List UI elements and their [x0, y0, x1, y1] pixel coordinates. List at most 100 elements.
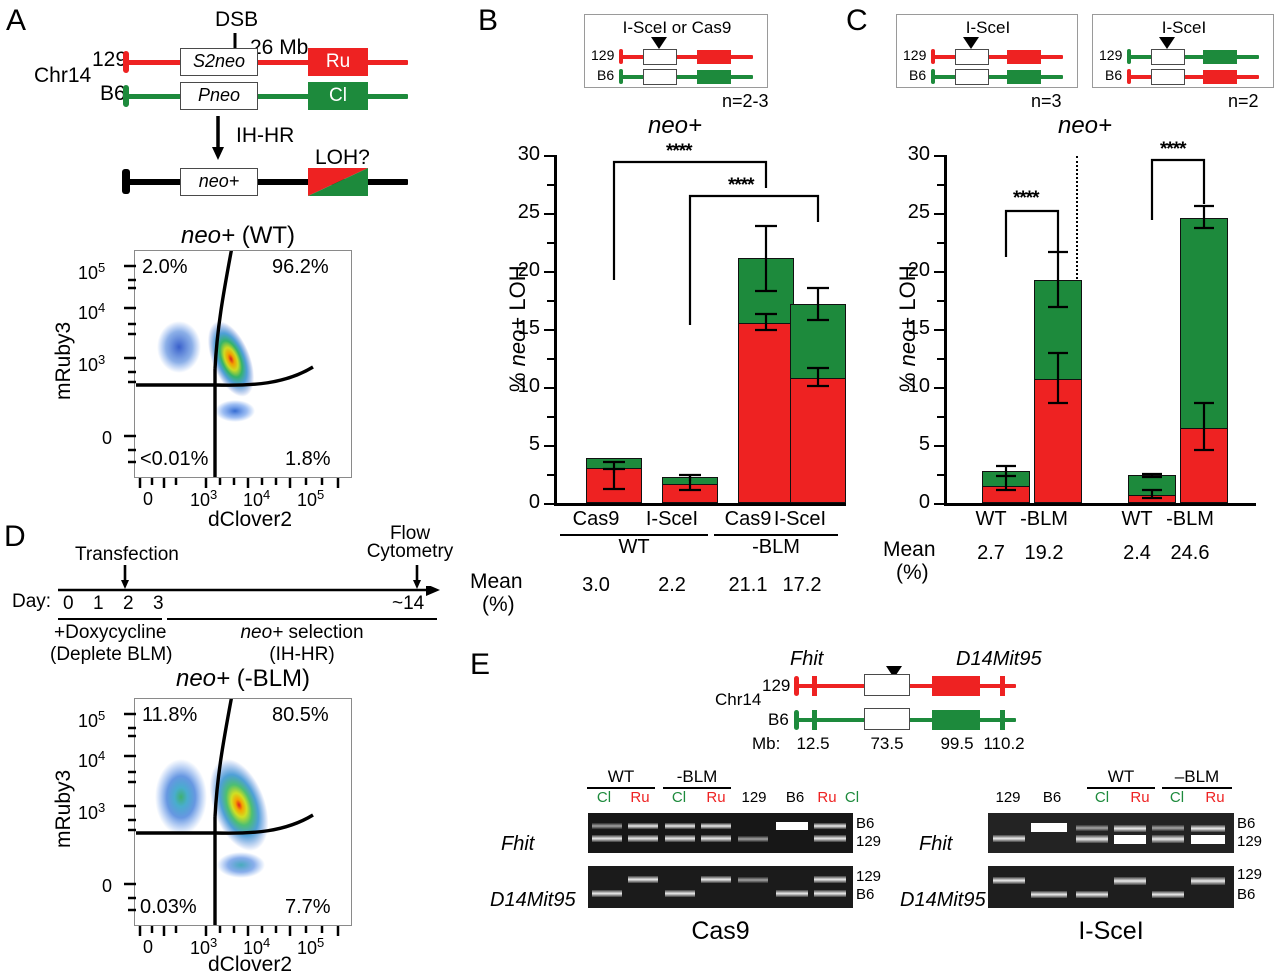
gel-right-fhit-bands: [988, 813, 1234, 853]
panel-d-quad-upper-left: 11.8%: [142, 704, 198, 726]
panel-e-letter: E: [470, 648, 491, 681]
gel-right-row2-side-b6: B6: [1237, 886, 1256, 903]
panel-a-xtick-0: 0: [143, 489, 154, 509]
panel-e-cap-129: [794, 676, 799, 696]
panel-e-mb-2: 73.5: [870, 734, 904, 753]
timeline-phase1-l2: (Deplete BLM): [50, 644, 173, 665]
timeline-axis-arrow: [58, 586, 440, 596]
panel-e-end-mark-b6: [1000, 710, 1005, 730]
chrom-129-marker-block: [308, 48, 368, 76]
panel-b-mean-3: 21.1: [728, 574, 768, 596]
panel-c-left-line-b6: [933, 75, 1063, 79]
panel-b-tick-aux1: [547, 271, 554, 273]
panel-e-end-mark-129: [1000, 676, 1005, 696]
gel-right-group-blm: –BLM: [1174, 767, 1220, 786]
timeline-tick-0: 0: [63, 593, 74, 614]
panel-a-xtick-5: 105: [297, 487, 325, 510]
allele-b6-label: B6: [100, 82, 126, 105]
timeline-phase1-rule: [58, 618, 162, 620]
gel-left-row1-side-b6: B6: [856, 815, 875, 832]
panel-c-ylabel-0: 0: [918, 491, 930, 513]
chrom-product-telomere: [122, 169, 130, 194]
marker-ru-label: Ru: [325, 51, 351, 72]
panel-d-flow-title: neo+ (-BLM): [175, 665, 311, 692]
gel-left-lane-1: Cl: [596, 789, 612, 806]
panel-e-d14mit95-block-129: [932, 676, 980, 696]
gel-left-group-wt: WT: [607, 767, 635, 786]
panel-d-ytick-3: 103: [78, 800, 106, 823]
panel-c-minor-6: [937, 474, 944, 476]
panel-a-y-axis-label: mRuby3: [52, 321, 75, 400]
timeline-day-label: Day:: [12, 591, 52, 612]
gel-left-d14mit95-bands: [588, 866, 853, 908]
panel-c-mean-label-2: (%): [896, 561, 929, 584]
panel-c-left-genebox-129: [955, 49, 989, 65]
panel-c-tick-10: [934, 387, 944, 389]
gel-left-lane-6: B6: [785, 789, 805, 806]
panel-b-row-129: 129: [591, 47, 615, 63]
panel-b-cap-129: [619, 49, 623, 64]
panel-c-right-genebox-b6: [1151, 69, 1185, 85]
gel-left-fhit-bands: [588, 813, 853, 853]
panel-b-xlabel-4: I-SceI: [773, 508, 827, 530]
panel-b-row-b6: B6: [597, 67, 615, 83]
gene-neoplus-label: neo+: [198, 171, 240, 191]
gel-right-lane-5: Cl: [1169, 789, 1185, 806]
panel-c-right-n-label: n=2: [1228, 91, 1259, 111]
panel-a-ytick-5: 105: [78, 260, 106, 283]
gel-right-d14mit95-image: [988, 866, 1234, 908]
panel-c-left-line-129: [933, 55, 1063, 59]
panel-a-quad-upper-left: 2.0%: [142, 256, 188, 278]
panel-a-xtick-3: 103: [190, 487, 218, 510]
panel-d-timeline: Transfection Flow Cytometry Day: 0 1 2 3…: [10, 523, 453, 665]
panel-b-group-rule-2: [714, 534, 838, 536]
panel-b-n-label: n=2-3: [722, 91, 769, 111]
panel-a-flow-title: neo+ (WT): [180, 222, 296, 249]
timeline-phase2-rule: [167, 618, 437, 620]
panel-b-y-axis: [554, 155, 557, 503]
gel-right-lane-4: Ru: [1130, 789, 1150, 806]
timeline-event-flow-l2: Cytometry: [366, 541, 454, 562]
panel-b-tick-20: [544, 387, 554, 389]
gel-right-row1-side-129: 129: [1237, 833, 1263, 850]
timeline-phase2-l1: neo+ selection: [240, 622, 364, 643]
panel-d-x-axis-ticks: [138, 926, 340, 936]
timeline-event-transfection: Transfection: [75, 544, 179, 565]
panel-a-letter: A: [6, 4, 27, 37]
panel-c-left-block-b6: [1007, 70, 1041, 84]
panel-a-y-axis-ticks: [124, 264, 136, 464]
panel-c-schematic-right: I-SceI 129 B6: [1092, 14, 1274, 88]
panel-c-left-row-129: 129: [903, 47, 927, 63]
panel-c-significance-brackets: [1004, 158, 1206, 257]
gel-left-lane-4: Ru: [706, 789, 726, 806]
panel-b-ylabel-10: 10: [517, 375, 540, 397]
gel-right-row1-side-b6: B6: [1237, 815, 1256, 832]
gel-right-lane-2: B6: [1042, 789, 1062, 806]
panel-a-diagram: DSB 26 Mb Chr14 129 B6 Ru S2neo Cl Pneo …: [30, 8, 430, 218]
panel-c-ylabel-10: 10: [907, 375, 930, 397]
panel-c-ylabel-15: 15: [907, 317, 930, 339]
cut-site-arrowhead-icon: [651, 37, 667, 49]
panel-b-schematic: I-SceI or Cas9 129 B6: [584, 14, 768, 88]
panel-e-d14mit95-block-b6: [932, 710, 980, 730]
gel-right-lane-6: Ru: [1205, 789, 1225, 806]
timeline-event-flow-l1: Flow: [389, 523, 431, 544]
panel-e-gene-fhit-label: Fhit: [790, 648, 824, 670]
panel-c-left-cap-b6: [931, 69, 935, 84]
gel-right-fhit-image: [988, 813, 1234, 853]
panel-c-right-cap-b6: [1127, 69, 1131, 84]
panel-a-x-axis-ticks: [138, 478, 340, 488]
panel-b-minor-6: [547, 474, 554, 476]
panel-d-quad-lower-right: 7.7%: [285, 896, 331, 918]
panel-c-y-axis-label: % neo+ LOH: [895, 265, 920, 392]
panel-c-tick-0: [934, 503, 944, 505]
gel-left-lane-8: Cl: [844, 789, 860, 806]
panel-b-genebox-129: [643, 49, 677, 65]
panel-b-tick-30: [544, 155, 554, 157]
panel-c-minor-4: [937, 358, 944, 360]
panel-b-mean-1: 3.0: [582, 574, 610, 596]
panel-d-xtick-5: 105: [297, 935, 325, 958]
panel-a-xtick-4: 104: [243, 487, 271, 510]
panel-b-xlabel-2: I-SceI: [645, 508, 699, 530]
loh-split-block: [308, 168, 368, 196]
